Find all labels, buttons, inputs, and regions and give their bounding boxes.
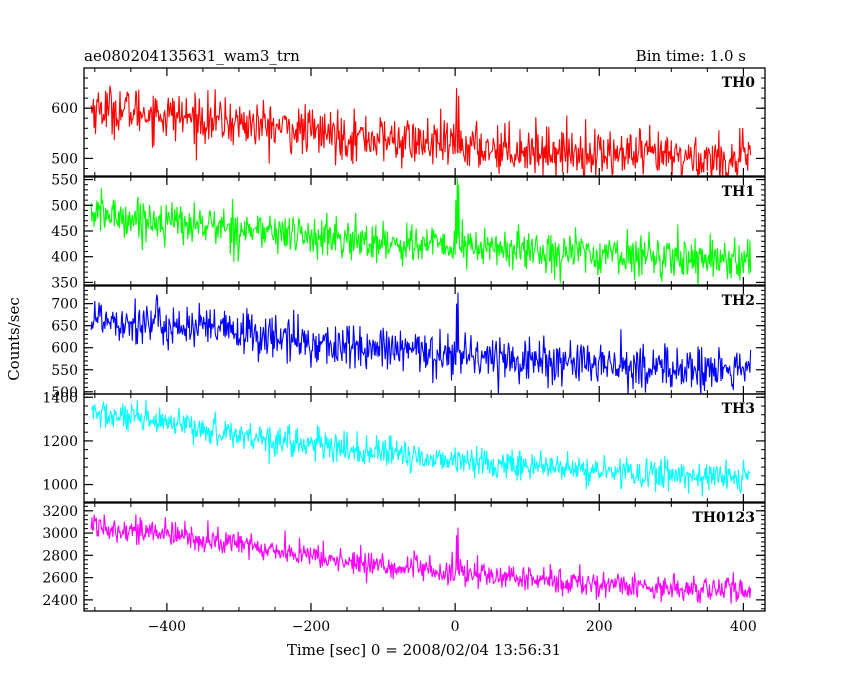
x-tick-label: −400 bbox=[148, 619, 186, 635]
x-tick-label: 0 bbox=[451, 619, 460, 635]
y-tick-label: 2800 bbox=[42, 548, 78, 564]
series-th2 bbox=[90, 292, 752, 394]
x-tick-label: 400 bbox=[730, 619, 757, 635]
y-tick-label: 3200 bbox=[42, 504, 78, 520]
y-tick-label: 2600 bbox=[42, 571, 78, 587]
y-tick-label: 350 bbox=[51, 275, 78, 291]
panel-group: 500 600 TH0 350 400 450 500 550 TH1 500 550 600 650 7… bbox=[42, 67, 766, 612]
panel-th0: 500 600 TH0 bbox=[51, 67, 766, 177]
y-tick-label: 550 bbox=[51, 173, 78, 189]
y-tick-label: 2400 bbox=[42, 593, 78, 609]
bin-time-label: Bin time: 1.0 s bbox=[636, 47, 746, 65]
y-tick-label: 500 bbox=[51, 151, 78, 167]
y-tick-label: 550 bbox=[51, 363, 78, 379]
panel-frame bbox=[83, 67, 766, 177]
x-tick-label: 200 bbox=[586, 619, 613, 635]
y-tick-label: 400 bbox=[51, 250, 78, 266]
y-tick-label: 3000 bbox=[42, 526, 78, 542]
y-tick-label: 600 bbox=[51, 341, 78, 357]
y-tick-label: 1400 bbox=[42, 390, 78, 406]
y-tick-label: 500 bbox=[51, 385, 78, 401]
x-axis-label: Time [sec] 0 = 2008/02/04 13:56:31 bbox=[287, 641, 561, 659]
y-tick-label: 700 bbox=[51, 297, 78, 313]
y-tick-label: 650 bbox=[51, 319, 78, 335]
panel-th3: 1000 1200 1400 TH3 bbox=[42, 390, 766, 503]
series-th0 bbox=[90, 85, 752, 176]
panel-th0123: 2400 2600 2800 3000 3200 TH0123 bbox=[42, 502, 766, 612]
panel-label: TH0123 bbox=[692, 510, 755, 526]
y-tick-label: 1200 bbox=[42, 434, 78, 450]
x-tick-label: −200 bbox=[292, 619, 330, 635]
y-tick-label: 1000 bbox=[42, 478, 78, 494]
y-tick-label: 500 bbox=[51, 198, 78, 214]
chart-title: ae080204135631_wam3_trn bbox=[84, 47, 300, 65]
y-axis-label: Counts/sec bbox=[5, 297, 23, 381]
panel-label: TH1 bbox=[722, 184, 755, 200]
panel-label: TH3 bbox=[722, 401, 755, 417]
panel-label: TH2 bbox=[722, 293, 755, 309]
panel-label: TH0 bbox=[722, 75, 756, 91]
series-th0123 bbox=[90, 514, 752, 604]
panel-th2: 500 550 600 650 700 TH2 bbox=[51, 285, 766, 401]
panel-frame bbox=[83, 393, 766, 503]
y-tick-label: 450 bbox=[51, 224, 78, 240]
series-th3 bbox=[91, 399, 751, 497]
panel-th1: 350 400 450 500 550 TH1 bbox=[51, 173, 766, 291]
x-axis: −400 −200 0 200 400 bbox=[148, 619, 757, 635]
y-tick-label: 600 bbox=[51, 101, 78, 117]
panel-frame bbox=[83, 502, 766, 612]
series-th1 bbox=[90, 177, 752, 285]
